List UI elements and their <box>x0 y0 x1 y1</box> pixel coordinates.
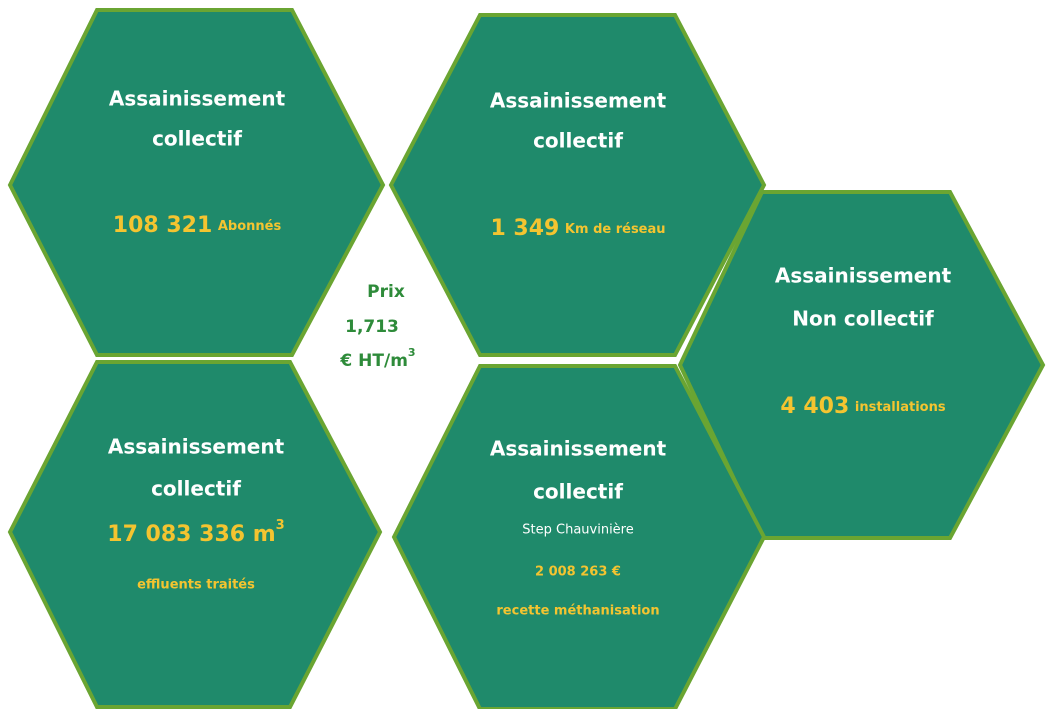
stat: 4 403 installations <box>780 394 945 419</box>
price-unit: € HT/m3 <box>339 346 415 371</box>
value: 4 403 <box>780 394 849 419</box>
price-value: 1,713 <box>345 317 399 337</box>
unit: Km de réseau <box>565 222 666 237</box>
stat: 108 321 Abonnés <box>113 213 282 238</box>
title: collectif <box>533 129 623 153</box>
title: collectif <box>151 477 241 501</box>
price-label: Prix <box>367 282 405 302</box>
value: 1 349 <box>490 216 559 241</box>
stat: 1 349 Km de réseau <box>490 216 665 241</box>
value: 17 083 336 m <box>107 522 275 547</box>
title: Non collectif <box>792 307 934 331</box>
unit: installations <box>855 400 946 415</box>
title: collectif <box>533 480 623 504</box>
value: 2 008 263 € <box>535 565 621 580</box>
value: 108 321 <box>113 213 213 238</box>
hexagon <box>391 364 767 709</box>
title: Assainissement <box>109 87 286 111</box>
superscript: 3 <box>276 518 285 533</box>
hexagon <box>7 8 386 357</box>
superscript: 3 <box>408 346 416 359</box>
title: collectif <box>152 127 242 151</box>
title: Assainissement <box>108 435 285 459</box>
note: recette méthanisation <box>496 604 659 619</box>
stat: 17 083 336 m3 <box>107 518 284 548</box>
hexagon <box>7 360 383 709</box>
subtitle: Step Chauvinière <box>522 523 633 538</box>
hexagon <box>388 13 767 357</box>
title: Assainissement <box>490 89 667 113</box>
title: Assainissement <box>775 264 952 288</box>
unit: € HT/m <box>339 351 408 371</box>
note: effluents traités <box>137 578 255 593</box>
title: Assainissement <box>490 437 667 461</box>
unit: Abonnés <box>218 219 282 234</box>
